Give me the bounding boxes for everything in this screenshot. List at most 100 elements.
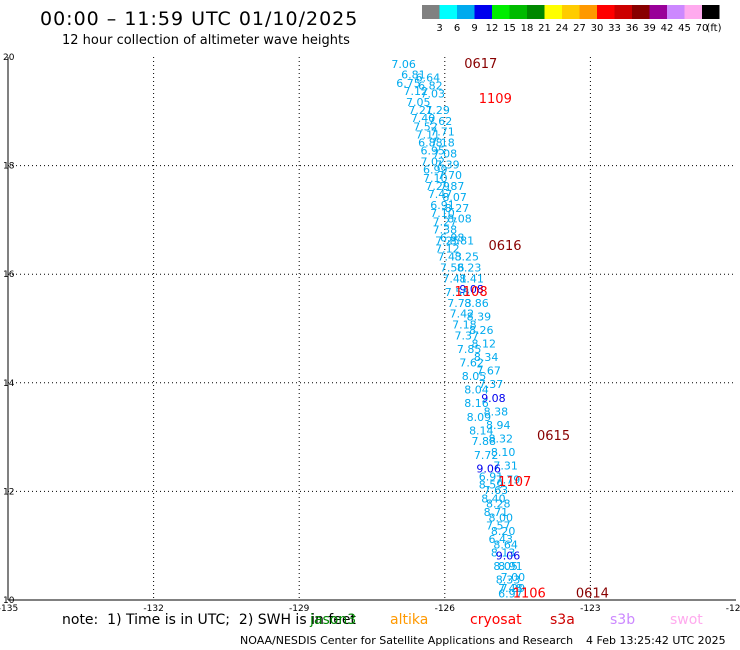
pass-time-label: 1108 xyxy=(455,285,488,300)
swh-data-label: 7.25 xyxy=(435,234,460,247)
colorbar-swatch xyxy=(597,5,615,19)
colorbar-tick-label: 9 xyxy=(471,23,477,34)
swh-data-label: 8.16 xyxy=(464,397,489,410)
swh-data-label: 7.73 xyxy=(447,297,472,310)
colorbar-tick-label: 45 xyxy=(678,23,691,34)
swh-data-label: 8.32 xyxy=(488,433,512,446)
swh-data-label: 8.10 xyxy=(491,446,516,459)
swh-data-label: 7.57 xyxy=(486,519,511,532)
colorbar-swatch xyxy=(632,5,650,19)
swh-data-label: 7.67 xyxy=(476,365,501,378)
swh-data-label: 7.38 xyxy=(433,223,458,236)
swh-data-label: 7.31 xyxy=(493,460,518,473)
swh-data-label: 6.91 xyxy=(479,471,504,484)
swh-data-label: 8.28 xyxy=(486,498,511,511)
y-tick-label: 18 xyxy=(3,162,15,172)
swh-data-label: 7.52 xyxy=(413,120,438,133)
swh-data-label: 8.71 xyxy=(484,506,509,519)
swh-data-label: 6.81 xyxy=(401,69,426,82)
swh-data-label: 6.88 xyxy=(418,137,443,150)
colorbar-swatch xyxy=(474,5,492,19)
pass-time-label: 0615 xyxy=(537,429,570,444)
swh-data-label: 7.27 xyxy=(433,215,458,228)
legend-item-s3b: s3b xyxy=(610,612,636,628)
swh-data-label: 8.08 xyxy=(447,213,472,226)
swh-data-label: 7.71 xyxy=(430,126,455,139)
swh-data-label: 8.00 xyxy=(488,511,512,524)
generated-timestamp: 4 Feb 13:25:42 UTC 2025 xyxy=(586,634,726,647)
colorbar-swatch xyxy=(509,5,527,19)
swh-data-label: 7.02 xyxy=(421,156,446,169)
y-tick-label: 10 xyxy=(3,596,15,606)
y-tick-label: 16 xyxy=(3,270,15,280)
swh-data-label: 7.58 xyxy=(445,286,470,299)
swh-data-label: 8.39 xyxy=(467,310,492,323)
swh-data-label: 7.10 xyxy=(430,207,455,220)
page-subtitle: 12 hour collection of altimeter wave hei… xyxy=(62,33,350,48)
swh-data-label: 6.97 xyxy=(498,587,522,600)
color-scale-bar: 3 6 9 12 15 18 21 24 27 30 33 36 39 42 45 70(ft) xyxy=(422,5,722,34)
swh-data-label: 8.59 xyxy=(479,479,504,492)
swh-data-label: 6.75 xyxy=(396,77,421,90)
colorbar-swatch xyxy=(439,5,457,19)
swh-data-label: 7.47 xyxy=(428,188,453,201)
swh-data-label: 7.37 xyxy=(479,378,504,391)
swh-data-label: 8.25 xyxy=(455,251,480,264)
colorbar-tick-label: 33 xyxy=(608,23,621,34)
swh-data-label: 7.08 xyxy=(433,147,458,160)
swh-data-label: 7.62 xyxy=(459,357,484,370)
swh-data-label: 8.05 xyxy=(493,560,518,573)
legend-item-cryosat: cryosat xyxy=(470,612,522,628)
swh-data-label: 9.06 xyxy=(496,549,521,562)
swh-data-label: 7.63 xyxy=(484,484,509,497)
swh-data-label: 7.03 xyxy=(421,88,446,101)
swh-data-label: 7.29 xyxy=(425,180,450,193)
swh-data-label: 7.29 xyxy=(425,104,450,117)
colorbar-tick-label: 42 xyxy=(661,23,674,34)
y-tick-label: 12 xyxy=(3,487,14,497)
colorbar-tick-label: 24 xyxy=(556,23,569,34)
legend-item-jason3: jason3 xyxy=(310,612,357,628)
swh-data-label: 7.56 xyxy=(440,261,465,274)
swh-data-label: 7.10 xyxy=(423,172,448,185)
y-tick-label: 14 xyxy=(3,379,15,389)
colorbar-tick-label: 12 xyxy=(486,23,499,34)
swh-data-label: 7.37 xyxy=(455,329,480,342)
swh-data-label: 8.13 xyxy=(491,547,516,560)
colorbar-tick-label: 18 xyxy=(521,23,534,34)
legend-item-s3a: s3a xyxy=(550,612,575,628)
pass-time-label: 0616 xyxy=(488,239,521,254)
swh-data-label: 8.12 xyxy=(471,338,496,351)
colorbar-swatch xyxy=(457,5,475,19)
swh-data-label: 7.21 xyxy=(408,104,433,117)
swh-data-label: 7.29 xyxy=(501,582,526,595)
legend-item-altika: altika xyxy=(390,612,429,628)
swh-data-label: 6.82 xyxy=(418,80,443,93)
swh-data-label: 8.34 xyxy=(474,351,499,364)
swh-data-label: 8.38 xyxy=(484,405,509,418)
swh-data-label: 8.94 xyxy=(486,419,511,432)
swh-data-label: 7.18 xyxy=(430,137,455,150)
swh-data-label: 7.00 xyxy=(501,571,526,584)
satellite-legend: jason3 altika cryosat s3a s3b swot xyxy=(0,612,740,632)
x-tick-label: -129 xyxy=(289,604,310,614)
swh-data-label: 7.05 xyxy=(406,96,431,109)
swh-data-label: 8.04 xyxy=(464,384,489,397)
colorbar-swatch xyxy=(527,5,545,19)
colorbar-tick-label: 21 xyxy=(538,23,551,34)
swh-data-label: 7.43 xyxy=(438,251,463,264)
colorbar-swatch xyxy=(649,5,667,19)
page-title: 00:00 – 11:59 UTC 01/10/2025 xyxy=(40,8,359,30)
swh-data-label: 8.81 xyxy=(450,234,475,247)
swh-data-label: 6.98 xyxy=(440,232,465,245)
swh-data-label: 7.88 xyxy=(471,435,496,448)
swh-data-label: 8.41 xyxy=(459,272,484,285)
swh-data-label: 8.09 xyxy=(467,411,492,424)
colorbar-tick-label: 39 xyxy=(643,23,656,34)
legend-item-swot: swot xyxy=(670,612,703,628)
x-tick-label: -135 xyxy=(0,604,18,614)
footer-note: note: 1) Time is in UTC; 2) SWH is in fe… xyxy=(62,612,356,628)
colorbar-swatch xyxy=(667,5,685,19)
swh-data-label: 8.27 xyxy=(445,202,470,215)
